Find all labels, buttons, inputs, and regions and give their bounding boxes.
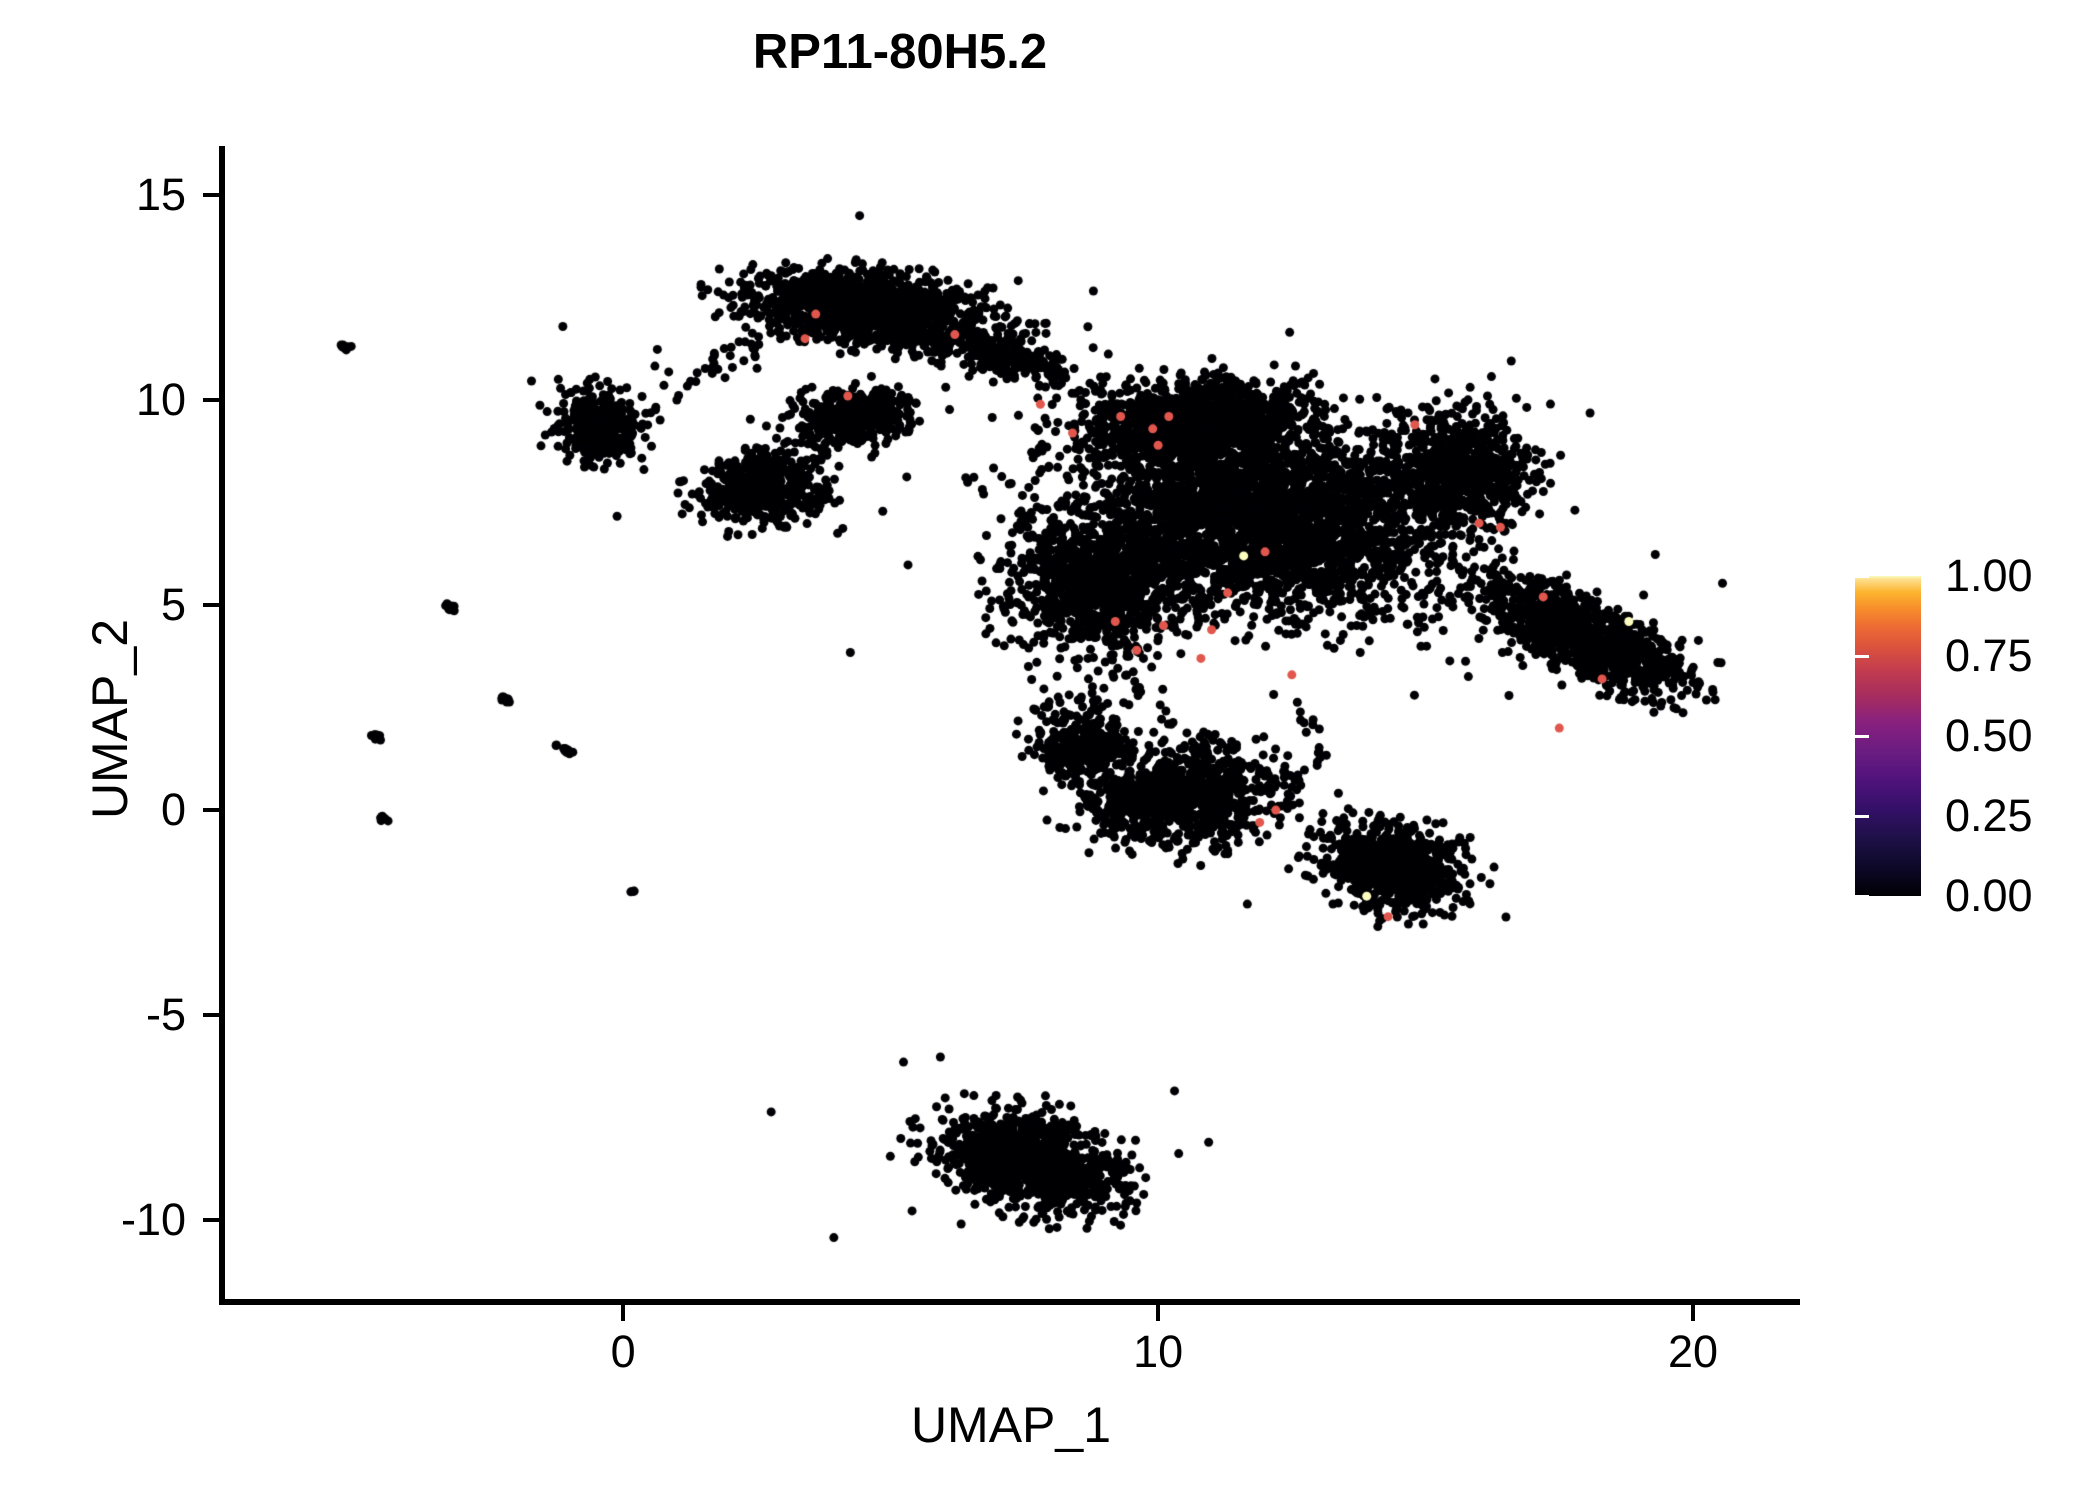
y-tick-label: 5 — [160, 579, 186, 631]
x-tick-label: 10 — [1133, 1326, 1184, 1377]
colorbar-tick-mark — [1855, 574, 1869, 578]
x-axis-title: UMAP_1 — [910, 1397, 1112, 1453]
x-tick-mark — [1691, 1305, 1696, 1321]
colorbar-tick-mark — [1855, 654, 1869, 658]
y-tick-mark — [203, 193, 219, 198]
y-tick-mark — [203, 603, 219, 608]
y-tick-label: -5 — [145, 989, 186, 1041]
colorbar-tick-mark — [2071, 894, 2085, 898]
y-tick-label: 10 — [135, 374, 186, 426]
x-tick-mark — [621, 1305, 626, 1321]
y-tick-label: 15 — [135, 169, 186, 221]
colorbar-tick-label: 1.00 — [1945, 550, 2033, 601]
y-tick-mark — [203, 808, 219, 813]
y-axis-line — [219, 146, 225, 1305]
colorbar-tick-label: 0.50 — [1945, 710, 2033, 761]
x-axis-line — [222, 1299, 1800, 1305]
colorbar-legend: 1.00 0.75 0.50 0.25 0.00 — [1855, 550, 2085, 921]
colorbar-tick-mark — [2071, 654, 2085, 658]
colorbar-tick-label: 0.75 — [1945, 630, 2033, 681]
colorbar-tick-label: 0.25 — [1945, 790, 2033, 841]
colorbar-tick-mark — [1855, 734, 1869, 738]
colorbar-tick-mark — [2071, 814, 2085, 818]
y-tick-mark — [203, 398, 219, 403]
y-tick-label: 0 — [160, 784, 186, 836]
colorbar-tick-label: 0.00 — [1945, 870, 2033, 921]
colorbar-tick-mark — [1855, 894, 1869, 898]
colorbar-tick-mark — [1855, 814, 1869, 818]
colorbar-tick-mark — [2071, 574, 2085, 578]
x-tick-label: 0 — [610, 1326, 636, 1377]
y-tick-label: -10 — [120, 1194, 186, 1245]
colorbar-tick-mark — [2071, 734, 2085, 738]
y-tick-mark — [203, 1013, 219, 1018]
x-tick-mark — [1156, 1305, 1161, 1321]
y-axis-title: UMAP_2 — [82, 618, 138, 820]
y-tick-mark — [203, 1218, 219, 1222]
x-tick-label: 20 — [1667, 1326, 1719, 1377]
